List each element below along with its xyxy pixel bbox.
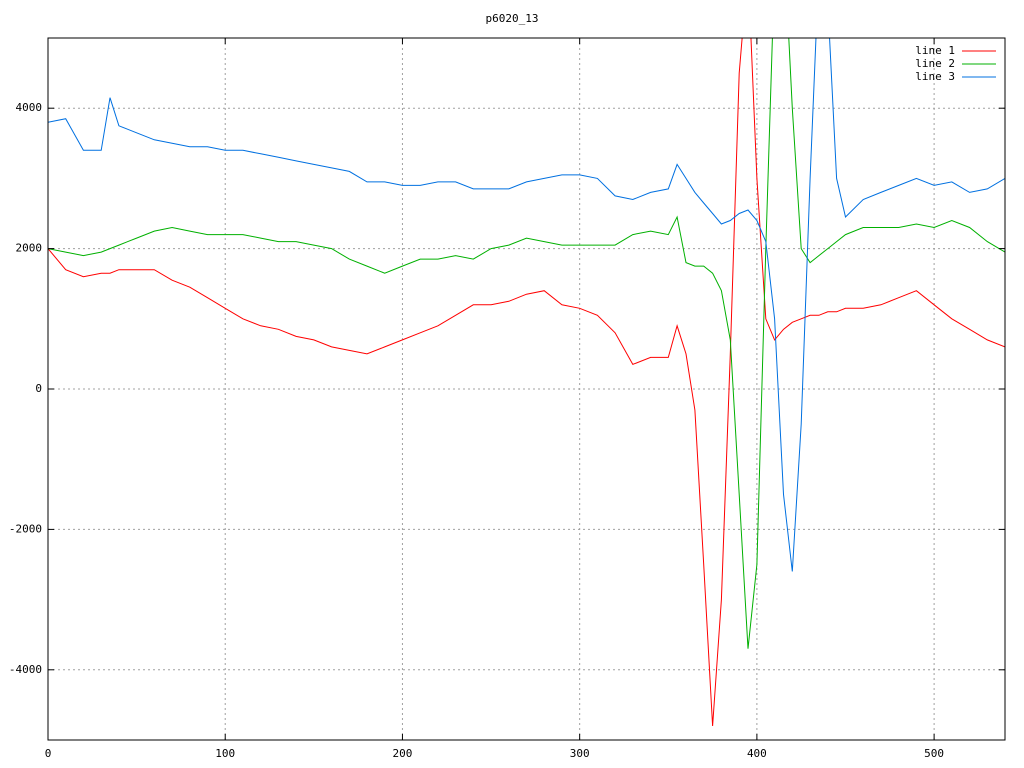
x-tick-label: 100 [215, 747, 235, 760]
y-tick-label: 0 [35, 382, 42, 395]
legend-label: line 2 [915, 57, 955, 70]
chart-title: p6020_13 [486, 12, 539, 25]
data-line [48, 38, 1005, 727]
x-tick-label: 500 [924, 747, 944, 760]
data-line [48, 38, 1005, 572]
x-tick-label: 400 [747, 747, 767, 760]
x-tick-label: 0 [45, 747, 52, 760]
y-tick-label: -4000 [9, 663, 42, 676]
legend-label: line 3 [915, 70, 955, 83]
y-tick-label: -2000 [9, 522, 42, 535]
y-tick-label: 4000 [16, 101, 43, 114]
data-line [48, 38, 1005, 649]
y-tick-label: 2000 [16, 242, 43, 255]
plot-frame [47, 37, 1006, 741]
legend-label: line 1 [915, 44, 955, 57]
x-tick-label: 300 [570, 747, 590, 760]
x-tick-label: 200 [393, 747, 413, 760]
